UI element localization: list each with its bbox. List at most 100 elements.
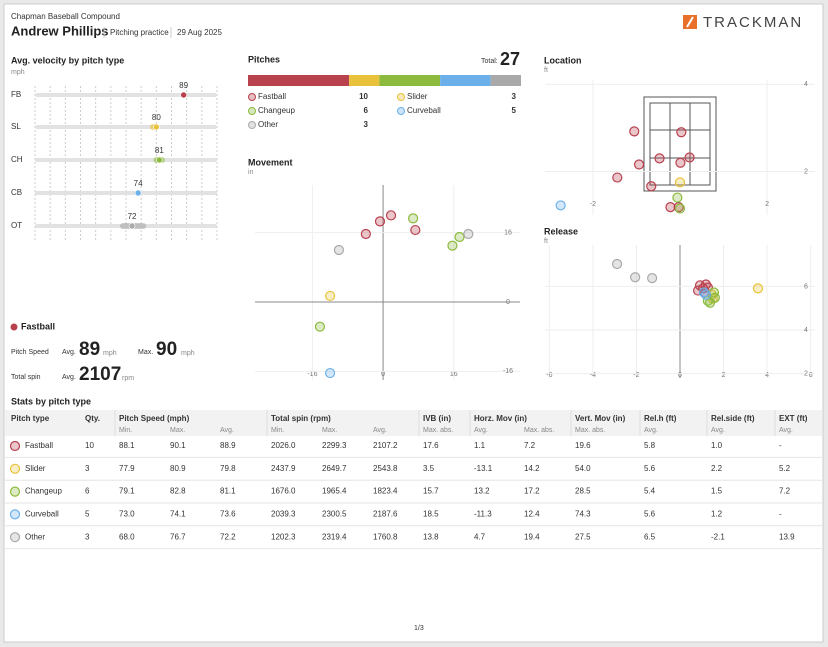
column-subheader: Max. abs.	[575, 427, 605, 434]
legend-count: 10	[359, 92, 368, 101]
stats-title: Stats by pitch type	[11, 396, 91, 406]
legend-swatch	[248, 121, 256, 129]
column-subheader: Avg.	[474, 427, 488, 434]
cell: 6.5	[644, 532, 656, 541]
cell: 82.8	[170, 487, 186, 496]
cell: 17.2	[524, 487, 540, 496]
pitch-point	[675, 157, 686, 168]
y-tick-label: 2	[804, 168, 808, 175]
spin-unit: rpm	[122, 375, 134, 382]
y-tick-label: 0	[506, 299, 510, 306]
legend-name: Other	[258, 120, 278, 129]
row-qty: 3	[85, 532, 90, 541]
x-tick-label: 16	[450, 371, 458, 378]
cell: 5.2	[779, 464, 791, 473]
x-tick-label: -4	[590, 372, 596, 379]
cell: 68.0	[119, 532, 135, 541]
cell: 1823.4	[373, 487, 398, 496]
y-tick-label: 4	[804, 327, 808, 334]
row-swatch	[9, 509, 21, 520]
cell: 74.3	[575, 510, 591, 519]
cell: 2649.7	[322, 464, 347, 473]
cell: 19.6	[575, 441, 591, 450]
row-name: Changeup	[25, 487, 62, 496]
cell: -	[779, 510, 782, 519]
x-tick-label: -2	[590, 201, 596, 208]
column-header: Rel.side (ft)	[711, 414, 755, 423]
column-subheader: Avg.	[779, 427, 793, 434]
y-tick-label: 16	[504, 230, 512, 237]
brand: TRACKMAN	[703, 14, 803, 31]
pitch-point	[324, 290, 336, 302]
y-tick-label: -16	[503, 368, 513, 375]
pitch-point	[408, 213, 419, 224]
column-subheader: Min.	[119, 427, 132, 434]
detail-name: Fastball	[21, 321, 55, 331]
x-tick-label: 2	[722, 372, 726, 379]
row-name: Curveball	[25, 510, 59, 519]
cell: 76.7	[170, 532, 186, 541]
cell: 27.5	[575, 532, 591, 541]
pitch-abbr: FB	[11, 90, 21, 99]
pitch-point	[447, 240, 458, 251]
velocity-dot	[180, 91, 187, 99]
total-label: Total:	[481, 58, 498, 65]
pitch-point	[646, 181, 657, 192]
cell: 88.1	[119, 441, 135, 450]
pitch-point	[647, 273, 658, 284]
avg-label: Avg.	[62, 374, 76, 381]
velocity-dot	[128, 222, 136, 230]
x-tick-label: 0	[381, 371, 385, 378]
column-subheader: Min.	[271, 427, 284, 434]
cell: 81.1	[220, 487, 236, 496]
pitch-point	[700, 289, 712, 300]
zone-inner	[649, 102, 711, 186]
pitch-point	[555, 200, 566, 211]
cell: 2319.4	[322, 532, 347, 541]
legend-name: Slider	[407, 92, 428, 101]
session: Pitching practice	[110, 28, 169, 37]
pitch-point	[672, 192, 683, 203]
cell: 28.5	[575, 487, 591, 496]
velocity-title: Avg. velocity by pitch type	[11, 55, 124, 65]
column-header: Pitch Speed (mph)	[119, 414, 190, 423]
pitch-point	[676, 127, 687, 138]
pitch-point	[324, 367, 336, 379]
cell: 5.4	[644, 487, 656, 496]
row-qty: 5	[85, 510, 90, 519]
pitch-point	[684, 152, 695, 163]
y-tick-label: 6	[804, 283, 808, 290]
cell: 2187.6	[373, 510, 398, 519]
column-header: IVB (in)	[423, 414, 451, 423]
legend-swatch	[397, 93, 405, 101]
column-subheader: Avg.	[373, 427, 387, 434]
cell: 5.6	[644, 464, 656, 473]
row-swatch	[9, 463, 21, 474]
pitch-point	[360, 228, 371, 240]
cell: 72.2	[220, 532, 236, 541]
cell: 2107.2	[373, 441, 398, 450]
pitch-point	[674, 177, 686, 188]
spin-avg: 2107	[79, 364, 121, 385]
release-title: Release	[544, 226, 578, 236]
column-subheader: Avg.	[644, 427, 658, 434]
column-header: Pitch type	[11, 414, 50, 423]
cell: 13.9	[779, 532, 795, 541]
cell: 2543.8	[373, 464, 398, 473]
y-tick-label: 4	[804, 81, 808, 88]
movement-unit: in	[248, 169, 254, 176]
cell: 1.1	[474, 441, 486, 450]
pitches-title: Pitches	[248, 54, 280, 64]
column-header: Horz. Mov (in)	[474, 414, 527, 423]
legend-swatch	[397, 107, 405, 115]
cell: 80.9	[170, 464, 186, 473]
row-swatch	[9, 532, 21, 543]
avg-label: Avg.	[62, 349, 76, 356]
pitch-point	[702, 295, 713, 306]
legend-name: Fastball	[258, 92, 286, 101]
row-name: Fastball	[25, 441, 53, 450]
pitch-point	[385, 210, 397, 221]
pitch-point	[611, 258, 623, 270]
cell: 2039.3	[271, 510, 296, 519]
cell: 17.6	[423, 441, 439, 450]
